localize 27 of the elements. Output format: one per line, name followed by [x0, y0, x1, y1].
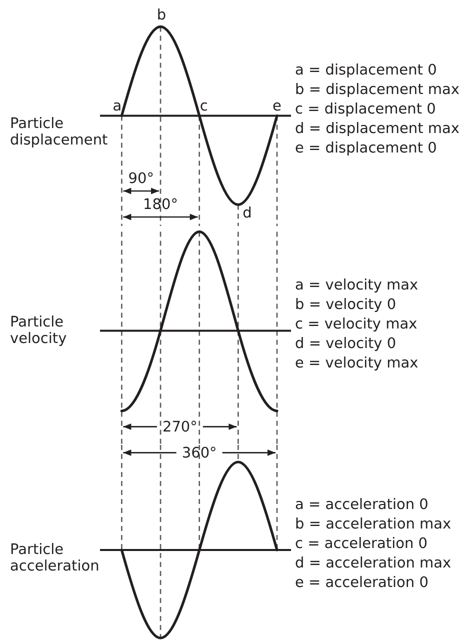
annotation: c [200, 98, 208, 115]
annotation: 90° [128, 171, 154, 187]
text: b = acceleration max [295, 516, 452, 532]
y-axis-title: Particle velocity [10, 314, 68, 348]
y-axis-title: Particle acceleration [10, 542, 100, 574]
annotation: a [112, 98, 122, 115]
text: e = velocity max [295, 356, 419, 372]
text: e = acceleration 0 [295, 575, 428, 591]
text: a = velocity max [295, 278, 419, 294]
text: c = displacement 0 [295, 102, 436, 118]
text: e = displacement 0 [295, 140, 437, 157]
annotation: b [156, 8, 166, 24]
text: a = acceleration 0 [295, 497, 428, 513]
text: d = acceleration max [295, 556, 452, 572]
text: a = displacement 0 [295, 62, 437, 79]
text: d = displacement max [295, 121, 460, 138]
annotation: d [242, 206, 252, 222]
y-axis-title: Particle displacement [10, 116, 108, 149]
text: b = displacement max [295, 82, 460, 98]
text: b = velocity 0 [295, 297, 396, 314]
text: c = velocity max [295, 316, 418, 333]
annotation: e [272, 98, 282, 115]
text: 360° [182, 446, 217, 462]
text: d = velocity 0 [295, 336, 396, 352]
text: 270° [162, 420, 198, 436]
annotation: 180° [143, 197, 178, 213]
text: c = acceleration 0 [295, 536, 428, 552]
